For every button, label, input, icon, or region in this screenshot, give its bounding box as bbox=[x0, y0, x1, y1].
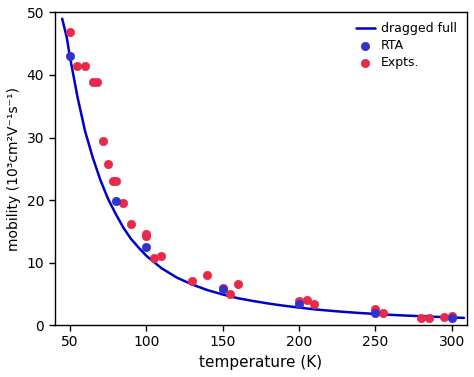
Expts. bbox=[303, 297, 310, 303]
dragged full bbox=[128, 236, 134, 241]
dragged full bbox=[82, 129, 88, 133]
Expts. bbox=[150, 254, 158, 261]
Expts. bbox=[158, 253, 165, 259]
RTA bbox=[295, 302, 303, 308]
X-axis label: temperature (K): temperature (K) bbox=[199, 355, 322, 370]
Expts. bbox=[100, 138, 107, 144]
Expts. bbox=[104, 161, 112, 167]
dragged full bbox=[174, 275, 180, 280]
RTA bbox=[448, 314, 456, 320]
Expts. bbox=[73, 63, 81, 69]
Expts. bbox=[142, 233, 150, 239]
dragged full bbox=[281, 303, 287, 308]
Legend: dragged full, RTA, Expts.: dragged full, RTA, Expts. bbox=[352, 19, 461, 73]
dragged full bbox=[90, 155, 96, 160]
Expts. bbox=[448, 313, 456, 319]
dragged full bbox=[136, 245, 141, 250]
Expts. bbox=[66, 29, 73, 35]
dragged full bbox=[189, 282, 195, 287]
dragged full bbox=[296, 305, 302, 310]
Expts. bbox=[188, 278, 196, 284]
Expts. bbox=[227, 291, 234, 297]
dragged full bbox=[403, 313, 409, 318]
RTA bbox=[112, 198, 119, 204]
dragged full bbox=[449, 315, 455, 320]
dragged full bbox=[419, 314, 424, 319]
dragged full bbox=[67, 54, 73, 58]
dragged full bbox=[373, 312, 378, 316]
dragged full bbox=[143, 253, 149, 258]
Expts. bbox=[425, 315, 433, 321]
dragged full bbox=[265, 301, 271, 306]
RTA bbox=[66, 53, 73, 59]
Expts. bbox=[295, 298, 303, 304]
dragged full bbox=[342, 310, 347, 314]
dragged full bbox=[64, 35, 70, 40]
Expts. bbox=[234, 281, 242, 287]
dragged full bbox=[250, 299, 256, 303]
Y-axis label: mobility (10³cm²V⁻¹s⁻¹): mobility (10³cm²V⁻¹s⁻¹) bbox=[7, 87, 21, 251]
dragged full bbox=[461, 316, 467, 320]
dragged full bbox=[388, 313, 393, 317]
Expts. bbox=[112, 178, 119, 184]
dragged full bbox=[98, 178, 103, 182]
Expts. bbox=[310, 302, 318, 308]
dragged full bbox=[105, 196, 111, 201]
Expts. bbox=[119, 200, 127, 206]
dragged full bbox=[113, 211, 118, 216]
Expts. bbox=[127, 221, 135, 227]
RTA bbox=[142, 244, 150, 250]
RTA bbox=[219, 286, 227, 292]
dragged full bbox=[357, 311, 363, 315]
Expts. bbox=[440, 314, 448, 320]
dragged full bbox=[220, 292, 226, 297]
Expts. bbox=[109, 178, 117, 184]
dragged full bbox=[120, 225, 126, 230]
Expts. bbox=[379, 310, 387, 316]
dragged full bbox=[434, 314, 439, 319]
dragged full bbox=[59, 17, 65, 21]
Expts. bbox=[219, 285, 227, 291]
dragged full bbox=[327, 308, 332, 313]
Expts. bbox=[142, 231, 150, 238]
Expts. bbox=[89, 80, 97, 86]
RTA bbox=[372, 310, 379, 316]
Expts. bbox=[93, 80, 101, 86]
dragged full bbox=[311, 307, 317, 311]
Expts. bbox=[372, 307, 379, 313]
Expts. bbox=[203, 272, 211, 278]
Line: dragged full: dragged full bbox=[62, 19, 464, 318]
dragged full bbox=[235, 296, 241, 300]
Expts. bbox=[418, 314, 425, 320]
dragged full bbox=[159, 266, 164, 270]
Expts. bbox=[82, 63, 89, 69]
dragged full bbox=[204, 288, 210, 292]
dragged full bbox=[74, 95, 80, 99]
